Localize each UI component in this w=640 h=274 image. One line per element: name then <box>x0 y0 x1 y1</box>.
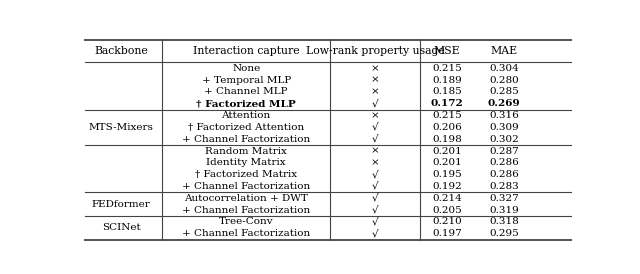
Text: 0.189: 0.189 <box>432 76 462 85</box>
Text: 0.285: 0.285 <box>489 87 519 96</box>
Text: MSE: MSE <box>434 46 460 56</box>
Text: 0.185: 0.185 <box>432 87 462 96</box>
Text: † Factorized Attention: † Factorized Attention <box>188 123 304 132</box>
Text: √: √ <box>372 123 378 132</box>
Text: 0.197: 0.197 <box>432 229 462 238</box>
Text: 0.286: 0.286 <box>489 158 519 167</box>
Text: 0.215: 0.215 <box>432 64 462 73</box>
Text: 0.172: 0.172 <box>431 99 463 108</box>
Text: 0.215: 0.215 <box>432 111 462 120</box>
Text: 0.283: 0.283 <box>489 182 519 191</box>
Text: Interaction capture: Interaction capture <box>193 46 300 56</box>
Text: √: √ <box>372 135 378 144</box>
Text: 0.319: 0.319 <box>489 206 519 215</box>
Text: 0.195: 0.195 <box>432 170 462 179</box>
Text: Low-rank property usage: Low-rank property usage <box>306 46 445 56</box>
Text: Attention: Attention <box>221 111 271 120</box>
Text: 0.295: 0.295 <box>489 229 519 238</box>
Text: √: √ <box>372 229 378 238</box>
Text: 0.309: 0.309 <box>489 123 519 132</box>
Text: + Channel Factorization: + Channel Factorization <box>182 206 310 215</box>
Text: 0.205: 0.205 <box>432 206 462 215</box>
Text: 0.280: 0.280 <box>489 76 519 85</box>
Text: ×: × <box>371 111 380 120</box>
Text: ×: × <box>371 64 380 73</box>
Text: † Factorized MLP: † Factorized MLP <box>196 99 296 108</box>
Text: 0.327: 0.327 <box>489 194 519 203</box>
Text: 0.210: 0.210 <box>432 217 462 226</box>
Text: ×: × <box>371 147 380 156</box>
Text: √: √ <box>372 206 378 215</box>
Text: ×: × <box>371 76 380 85</box>
Text: 0.198: 0.198 <box>432 135 462 144</box>
Text: Random Matrix: Random Matrix <box>205 147 287 156</box>
Text: FEDformer: FEDformer <box>92 200 150 209</box>
Text: None: None <box>232 64 260 73</box>
Text: Autocorrelation + DWT: Autocorrelation + DWT <box>184 194 308 203</box>
Text: 0.201: 0.201 <box>432 158 462 167</box>
Text: SCINet: SCINet <box>102 223 141 232</box>
Text: 0.192: 0.192 <box>432 182 462 191</box>
Text: 0.269: 0.269 <box>488 99 520 108</box>
Text: ×: × <box>371 158 380 167</box>
Text: MTS-Mixers: MTS-Mixers <box>89 123 154 132</box>
Text: √: √ <box>372 99 378 108</box>
Text: Backbone: Backbone <box>94 46 148 56</box>
Text: + Channel Factorization: + Channel Factorization <box>182 135 310 144</box>
Text: + Channel Factorization: + Channel Factorization <box>182 182 310 191</box>
Text: MAE: MAE <box>490 46 518 56</box>
Text: 0.316: 0.316 <box>489 111 519 120</box>
Text: ×: × <box>371 87 380 96</box>
Text: 0.201: 0.201 <box>432 147 462 156</box>
Text: Identity Matrix: Identity Matrix <box>206 158 286 167</box>
Text: Tree-Conv: Tree-Conv <box>219 217 273 226</box>
Text: + Temporal MLP: + Temporal MLP <box>202 76 291 85</box>
Text: † Factorized Matrix: † Factorized Matrix <box>195 170 297 179</box>
Text: 0.206: 0.206 <box>432 123 462 132</box>
Text: 0.286: 0.286 <box>489 170 519 179</box>
Text: √: √ <box>372 217 378 226</box>
Text: 0.304: 0.304 <box>489 64 519 73</box>
Text: √: √ <box>372 182 378 191</box>
Text: + Channel MLP: + Channel MLP <box>204 87 288 96</box>
Text: + Channel Factorization: + Channel Factorization <box>182 229 310 238</box>
Text: 0.214: 0.214 <box>432 194 462 203</box>
Text: √: √ <box>372 170 378 179</box>
Text: 0.318: 0.318 <box>489 217 519 226</box>
Text: 0.302: 0.302 <box>489 135 519 144</box>
Text: 0.287: 0.287 <box>489 147 519 156</box>
Text: √: √ <box>372 194 378 203</box>
